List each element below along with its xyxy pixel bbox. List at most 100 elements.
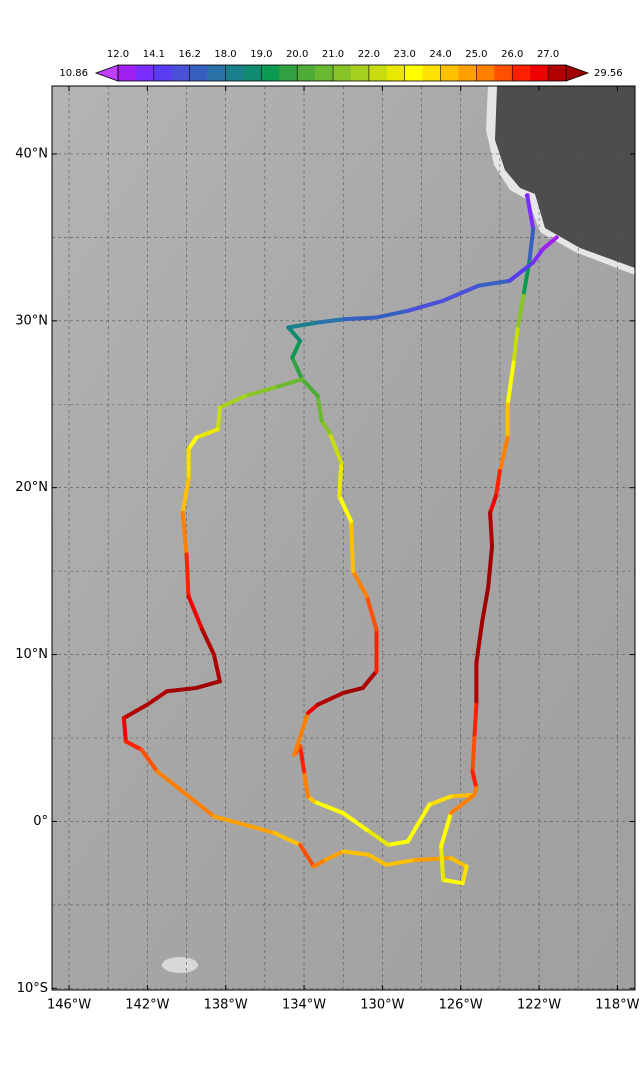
track-segment [527, 227, 536, 265]
colorbar-box [189, 65, 208, 81]
track-segment [386, 839, 410, 847]
track-segment [470, 769, 479, 791]
track-segment [194, 427, 220, 440]
tracks [121, 193, 559, 886]
track-segment [360, 669, 379, 690]
track-segment [243, 822, 277, 836]
track-segment [493, 468, 502, 499]
track-segment [286, 325, 303, 343]
grid [52, 86, 635, 990]
track-segment [448, 792, 477, 799]
track-segment [315, 393, 324, 423]
axes: 146°W 142°W 138°W 134°W 130°W 126°W 122°W 118°W… [15, 86, 640, 1013]
track-segment [286, 320, 320, 330]
track-segment [441, 283, 481, 303]
track-segment [272, 377, 305, 390]
y-tick-label: 30°N [15, 313, 48, 328]
colorbar-tick-label: 19.0 [250, 49, 272, 60]
colorbar-box [261, 65, 280, 81]
colorbar-box [315, 65, 334, 81]
colorbar-box [368, 65, 388, 81]
track-segment [155, 769, 185, 794]
track-segment [323, 849, 346, 862]
x-tick-label: 126°W [439, 998, 483, 1013]
track-segment [413, 856, 453, 862]
colorbar-box [404, 65, 423, 81]
track-segment [374, 308, 410, 320]
track-segment [531, 247, 545, 265]
track-segment [302, 769, 310, 799]
track-segment [298, 744, 307, 774]
track-segment [180, 789, 216, 819]
track-segment [337, 460, 344, 499]
track-segment [497, 435, 510, 473]
track-segment [349, 519, 355, 574]
track-segment [290, 338, 303, 360]
track-segment [180, 510, 189, 557]
colorbar-tick-label: 24.0 [429, 49, 451, 60]
colorbar-box [135, 65, 155, 81]
track-segment [164, 685, 199, 694]
track-segment [448, 792, 477, 816]
colorbar-box [171, 65, 190, 81]
colorbar-box [153, 65, 173, 81]
track-segment [488, 494, 498, 515]
track-segment [305, 702, 320, 715]
x-tick-label: 130°W [360, 998, 404, 1013]
track-segment [515, 293, 526, 332]
track-segment [217, 393, 248, 410]
track-segment [341, 849, 371, 857]
colorbar-max: 29.56 [594, 68, 623, 79]
track-segment [121, 702, 150, 720]
track-segment [405, 298, 446, 313]
track-segment [476, 278, 512, 288]
colorbar-box [243, 65, 262, 81]
map-frame [51, 85, 636, 991]
y-tick-label: 0° [33, 814, 48, 829]
track-segment [186, 594, 205, 632]
track-segment [292, 710, 310, 757]
track-segment [327, 430, 344, 465]
track-segment [315, 317, 348, 325]
track-segment [460, 864, 469, 886]
colorbar-under [94, 64, 119, 82]
y-tick-label: 40°N [15, 146, 48, 161]
track-segment [186, 435, 199, 452]
colorbar-tick-label: 23.0 [394, 49, 416, 60]
track-segment [123, 739, 144, 752]
track-segment [511, 327, 520, 365]
colorbar: 10.86 29.56 12.0 14.1 16.2 18.0 19.0 20.0 21.0… [59, 49, 623, 82]
track-segment [472, 702, 479, 741]
track-segment [364, 594, 379, 632]
colorbar-tick-label: 25.0 [465, 49, 487, 60]
track-segment [439, 811, 453, 849]
y-tick-label: 10°S [17, 981, 48, 996]
track-segment [298, 842, 316, 869]
track-segment [315, 690, 346, 707]
track-segment [180, 477, 191, 515]
track-segment [366, 852, 389, 867]
track-segment [441, 877, 465, 886]
colorbar-tick-label: 16.2 [179, 49, 201, 60]
track-segment [448, 856, 469, 869]
x-tick-label: 142°W [125, 998, 169, 1013]
track-segment [215, 405, 222, 432]
x-tick-label: 146°W [47, 998, 91, 1013]
track-segment [364, 827, 391, 847]
colorbar-box [207, 65, 226, 81]
track-segment [341, 811, 369, 832]
colorbar-box [386, 65, 406, 81]
track-segment [311, 799, 346, 816]
track-segment [474, 619, 485, 665]
track-segment [427, 794, 453, 807]
colorbar-box [422, 65, 441, 81]
colorbar-box [440, 65, 459, 81]
colorbar-box [279, 65, 298, 81]
track-segment [341, 685, 365, 695]
track-segment [405, 802, 432, 844]
colorbar-box [476, 65, 495, 81]
track-segment [540, 235, 559, 252]
track-segment [200, 627, 216, 657]
colorbar-box [350, 65, 370, 81]
x-tick-label: 122°W [517, 998, 561, 1013]
